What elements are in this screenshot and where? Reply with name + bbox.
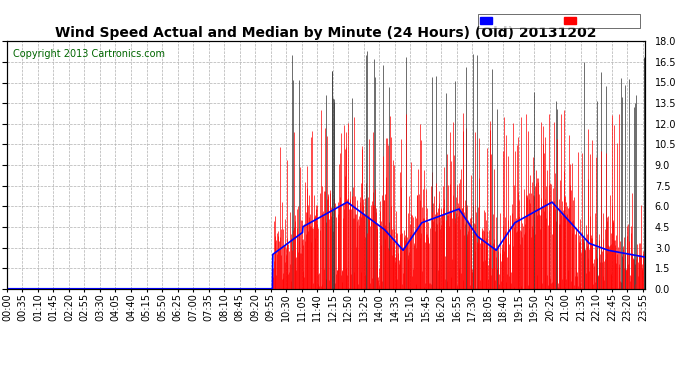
Title: Wind Speed Actual and Median by Minute (24 Hours) (Old) 20131202: Wind Speed Actual and Median by Minute (… — [55, 26, 597, 40]
Legend: Median (mph), Wind  (mph): Median (mph), Wind (mph) — [478, 14, 640, 28]
Text: Copyright 2013 Cartronics.com: Copyright 2013 Cartronics.com — [13, 49, 166, 58]
